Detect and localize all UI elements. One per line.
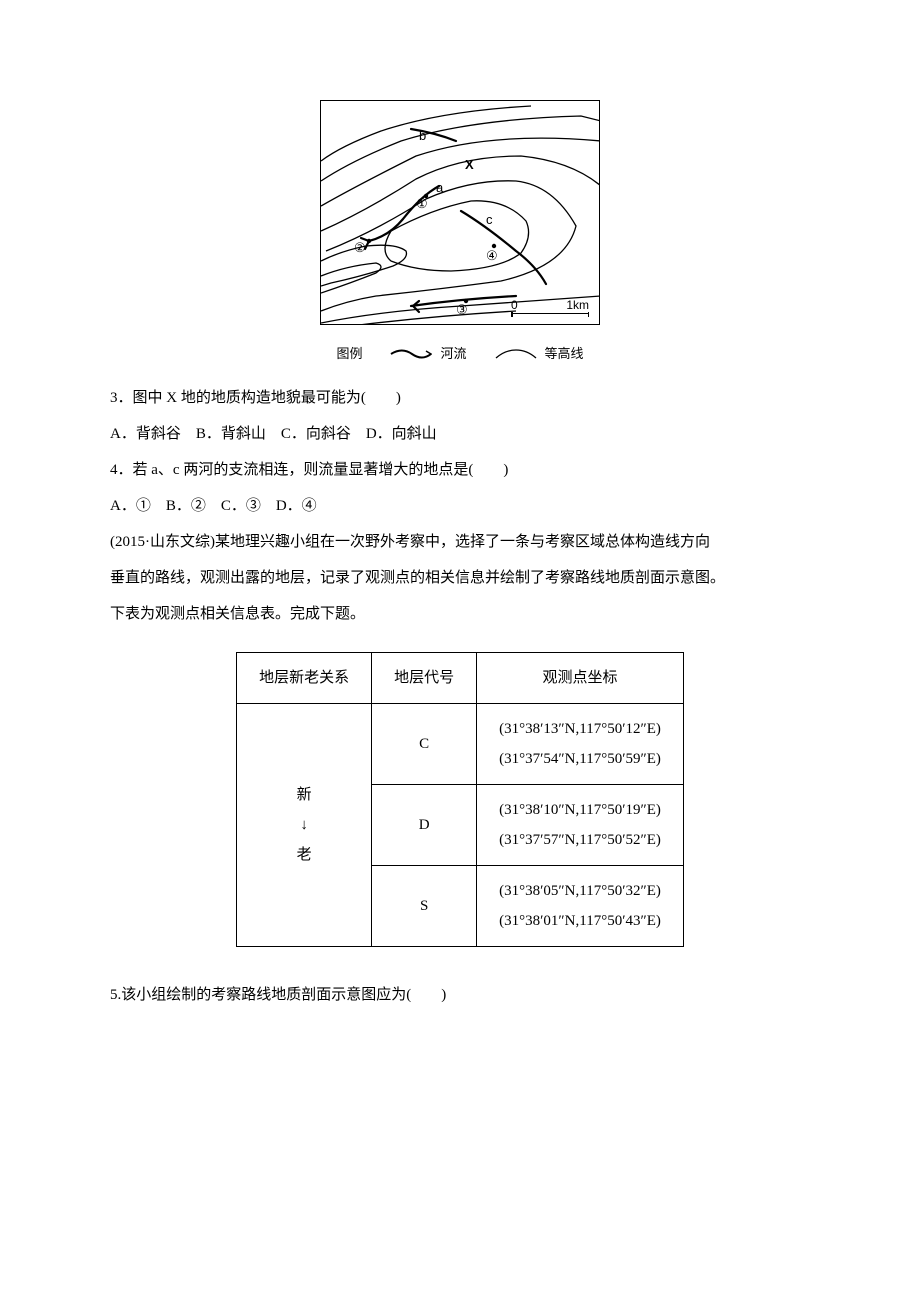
label-c: c — [486, 213, 493, 226]
legend-river: 河流 — [390, 347, 466, 360]
th-code: 地层代号 — [372, 653, 477, 704]
label-X: X — [465, 158, 474, 171]
legend-contour-label: 等高线 — [545, 347, 584, 360]
label-p2: ② — [354, 241, 366, 254]
table-row: 新 ↓ 老 C (31°38′13″N,117°50′12″E) (31°37′… — [237, 704, 684, 785]
scale-left: 0 — [511, 299, 518, 311]
label-p1: ① — [416, 197, 428, 210]
coords-C: (31°38′13″N,117°50′12″E) (31°37′54″N,117… — [477, 704, 684, 785]
legend-river-label: 河流 — [440, 347, 466, 360]
table-header-row: 地层新老关系 地层代号 观测点坐标 — [237, 653, 684, 704]
code-C: C — [372, 704, 477, 785]
code-D: D — [372, 785, 477, 866]
label-p3: ③ — [456, 303, 468, 316]
legend-title: 图例 — [336, 347, 362, 360]
legend-contour: 等高线 — [495, 347, 584, 360]
age-relation-cell: 新 ↓ 老 — [237, 704, 372, 947]
coords-S: (31°38′05″N,117°50′32″E) (31°38′01″N,117… — [477, 866, 684, 947]
coord-d2: (31°37′57″N,117°50′52″E) — [499, 825, 661, 855]
label-p4: ④ — [486, 249, 498, 262]
coord-s1: (31°38′05″N,117°50′32″E) — [499, 876, 661, 906]
q3-options: A．背斜谷 B．背斜山 C．向斜谷 D．向斜山 — [110, 416, 810, 452]
age-new: 新 — [259, 780, 349, 810]
figure-container: b X a c ① ② ③ ④ 0 1km 图例 河流 等高线 — [110, 100, 810, 360]
label-a: a — [436, 181, 443, 194]
label-b: b — [419, 129, 426, 142]
coord-d1: (31°38′10″N,117°50′19″E) — [499, 795, 661, 825]
scale-bar: 0 1km — [511, 299, 589, 314]
coord-c2: (31°37′54″N,117°50′59″E) — [499, 744, 661, 774]
passage-line1: (2015·山东文综)某地理兴趣小组在一次野外考察中，选择了一条与考察区域总体构… — [110, 524, 810, 560]
topographic-map: b X a c ① ② ③ ④ 0 1km — [320, 100, 600, 325]
contour-svg — [321, 101, 600, 325]
q4-options: A．① B．② C．③ D．④ — [110, 488, 810, 524]
age-arrow: ↓ — [259, 810, 349, 840]
passage-line3: 下表为观测点相关信息表。完成下题。 — [110, 596, 810, 632]
q5-stem: 5.该小组绘制的考察路线地质剖面示意图应为( ) — [110, 977, 810, 1013]
scale-right: 1km — [566, 299, 589, 311]
coords-D: (31°38′10″N,117°50′19″E) (31°37′57″N,117… — [477, 785, 684, 866]
q3-stem: 3．图中 X 地的地质构造地貌最可能为( ) — [110, 380, 810, 416]
river-icon — [390, 348, 432, 360]
th-coord: 观测点坐标 — [477, 653, 684, 704]
coord-s2: (31°38′01″N,117°50′43″E) — [499, 906, 661, 936]
code-S: S — [372, 866, 477, 947]
observation-table: 地层新老关系 地层代号 观测点坐标 新 ↓ 老 C (31°38′13″N,11… — [236, 652, 684, 947]
th-age: 地层新老关系 — [237, 653, 372, 704]
passage-line2: 垂直的路线，观测出露的地层，记录了观测点的相关信息并绘制了考察路线地质剖面示意图… — [110, 560, 810, 596]
contour-icon — [495, 348, 537, 360]
legend: 图例 河流 等高线 — [110, 347, 810, 360]
coord-c1: (31°38′13″N,117°50′12″E) — [499, 714, 661, 744]
age-old: 老 — [259, 840, 349, 870]
q4-stem: 4．若 a、c 两河的支流相连，则流量显著增大的地点是( ) — [110, 452, 810, 488]
